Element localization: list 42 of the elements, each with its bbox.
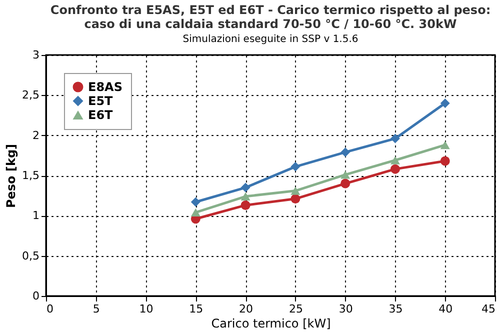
point xyxy=(340,170,350,179)
y-tick-label: 1 xyxy=(32,209,40,222)
legend-label: E8AS xyxy=(88,80,122,94)
x-tick-label: 30 xyxy=(338,302,353,316)
point xyxy=(290,186,300,195)
legend-label: E6T xyxy=(88,108,114,122)
text: Confronto tra E5AS, E5T ed E6T - Carico termico rispetto al peso: xyxy=(50,3,491,17)
point xyxy=(290,194,300,204)
point xyxy=(340,178,350,188)
x-axis-title: Carico termico [kW] xyxy=(211,316,331,330)
y-tick-label: 1,5 xyxy=(22,169,40,182)
point xyxy=(390,164,400,174)
legend-label: E5T xyxy=(88,94,114,108)
x-tick-label: 25 xyxy=(288,302,303,316)
point xyxy=(240,192,250,200)
point xyxy=(240,200,250,210)
point xyxy=(390,156,400,164)
text: caso di una caldaia standard 70-50 °C / 10-60 °C. 30kW xyxy=(84,17,457,31)
point xyxy=(440,140,450,150)
y-tick-label: 3 xyxy=(32,48,40,62)
point xyxy=(440,98,450,108)
x-tick-label: 5 xyxy=(92,302,100,316)
point xyxy=(390,134,400,144)
x-tick-label: 10 xyxy=(139,302,154,316)
y-tick-label: 2,5 xyxy=(22,88,40,102)
x-tick-label: 20 xyxy=(239,302,254,316)
chart-subtitle: Simulazioni eseguite in SSP v 1.5.6 xyxy=(182,34,358,45)
point xyxy=(240,182,250,192)
y-tick-label: 0,5 xyxy=(22,249,40,262)
point xyxy=(290,162,300,172)
x-tick-label: 40 xyxy=(438,302,453,316)
point xyxy=(440,156,450,166)
x-tick-label: 35 xyxy=(388,302,403,316)
x-tick-label: 0 xyxy=(46,302,54,316)
point xyxy=(190,197,200,207)
point xyxy=(190,208,200,217)
point xyxy=(340,147,350,157)
y-axis-title: Peso [kg] xyxy=(4,144,18,208)
y-tick-label: 0 xyxy=(32,290,40,302)
x-tick-label: 45 xyxy=(482,302,496,316)
y-tick-label: 2 xyxy=(32,128,40,142)
x-tick-label: 15 xyxy=(189,302,204,316)
